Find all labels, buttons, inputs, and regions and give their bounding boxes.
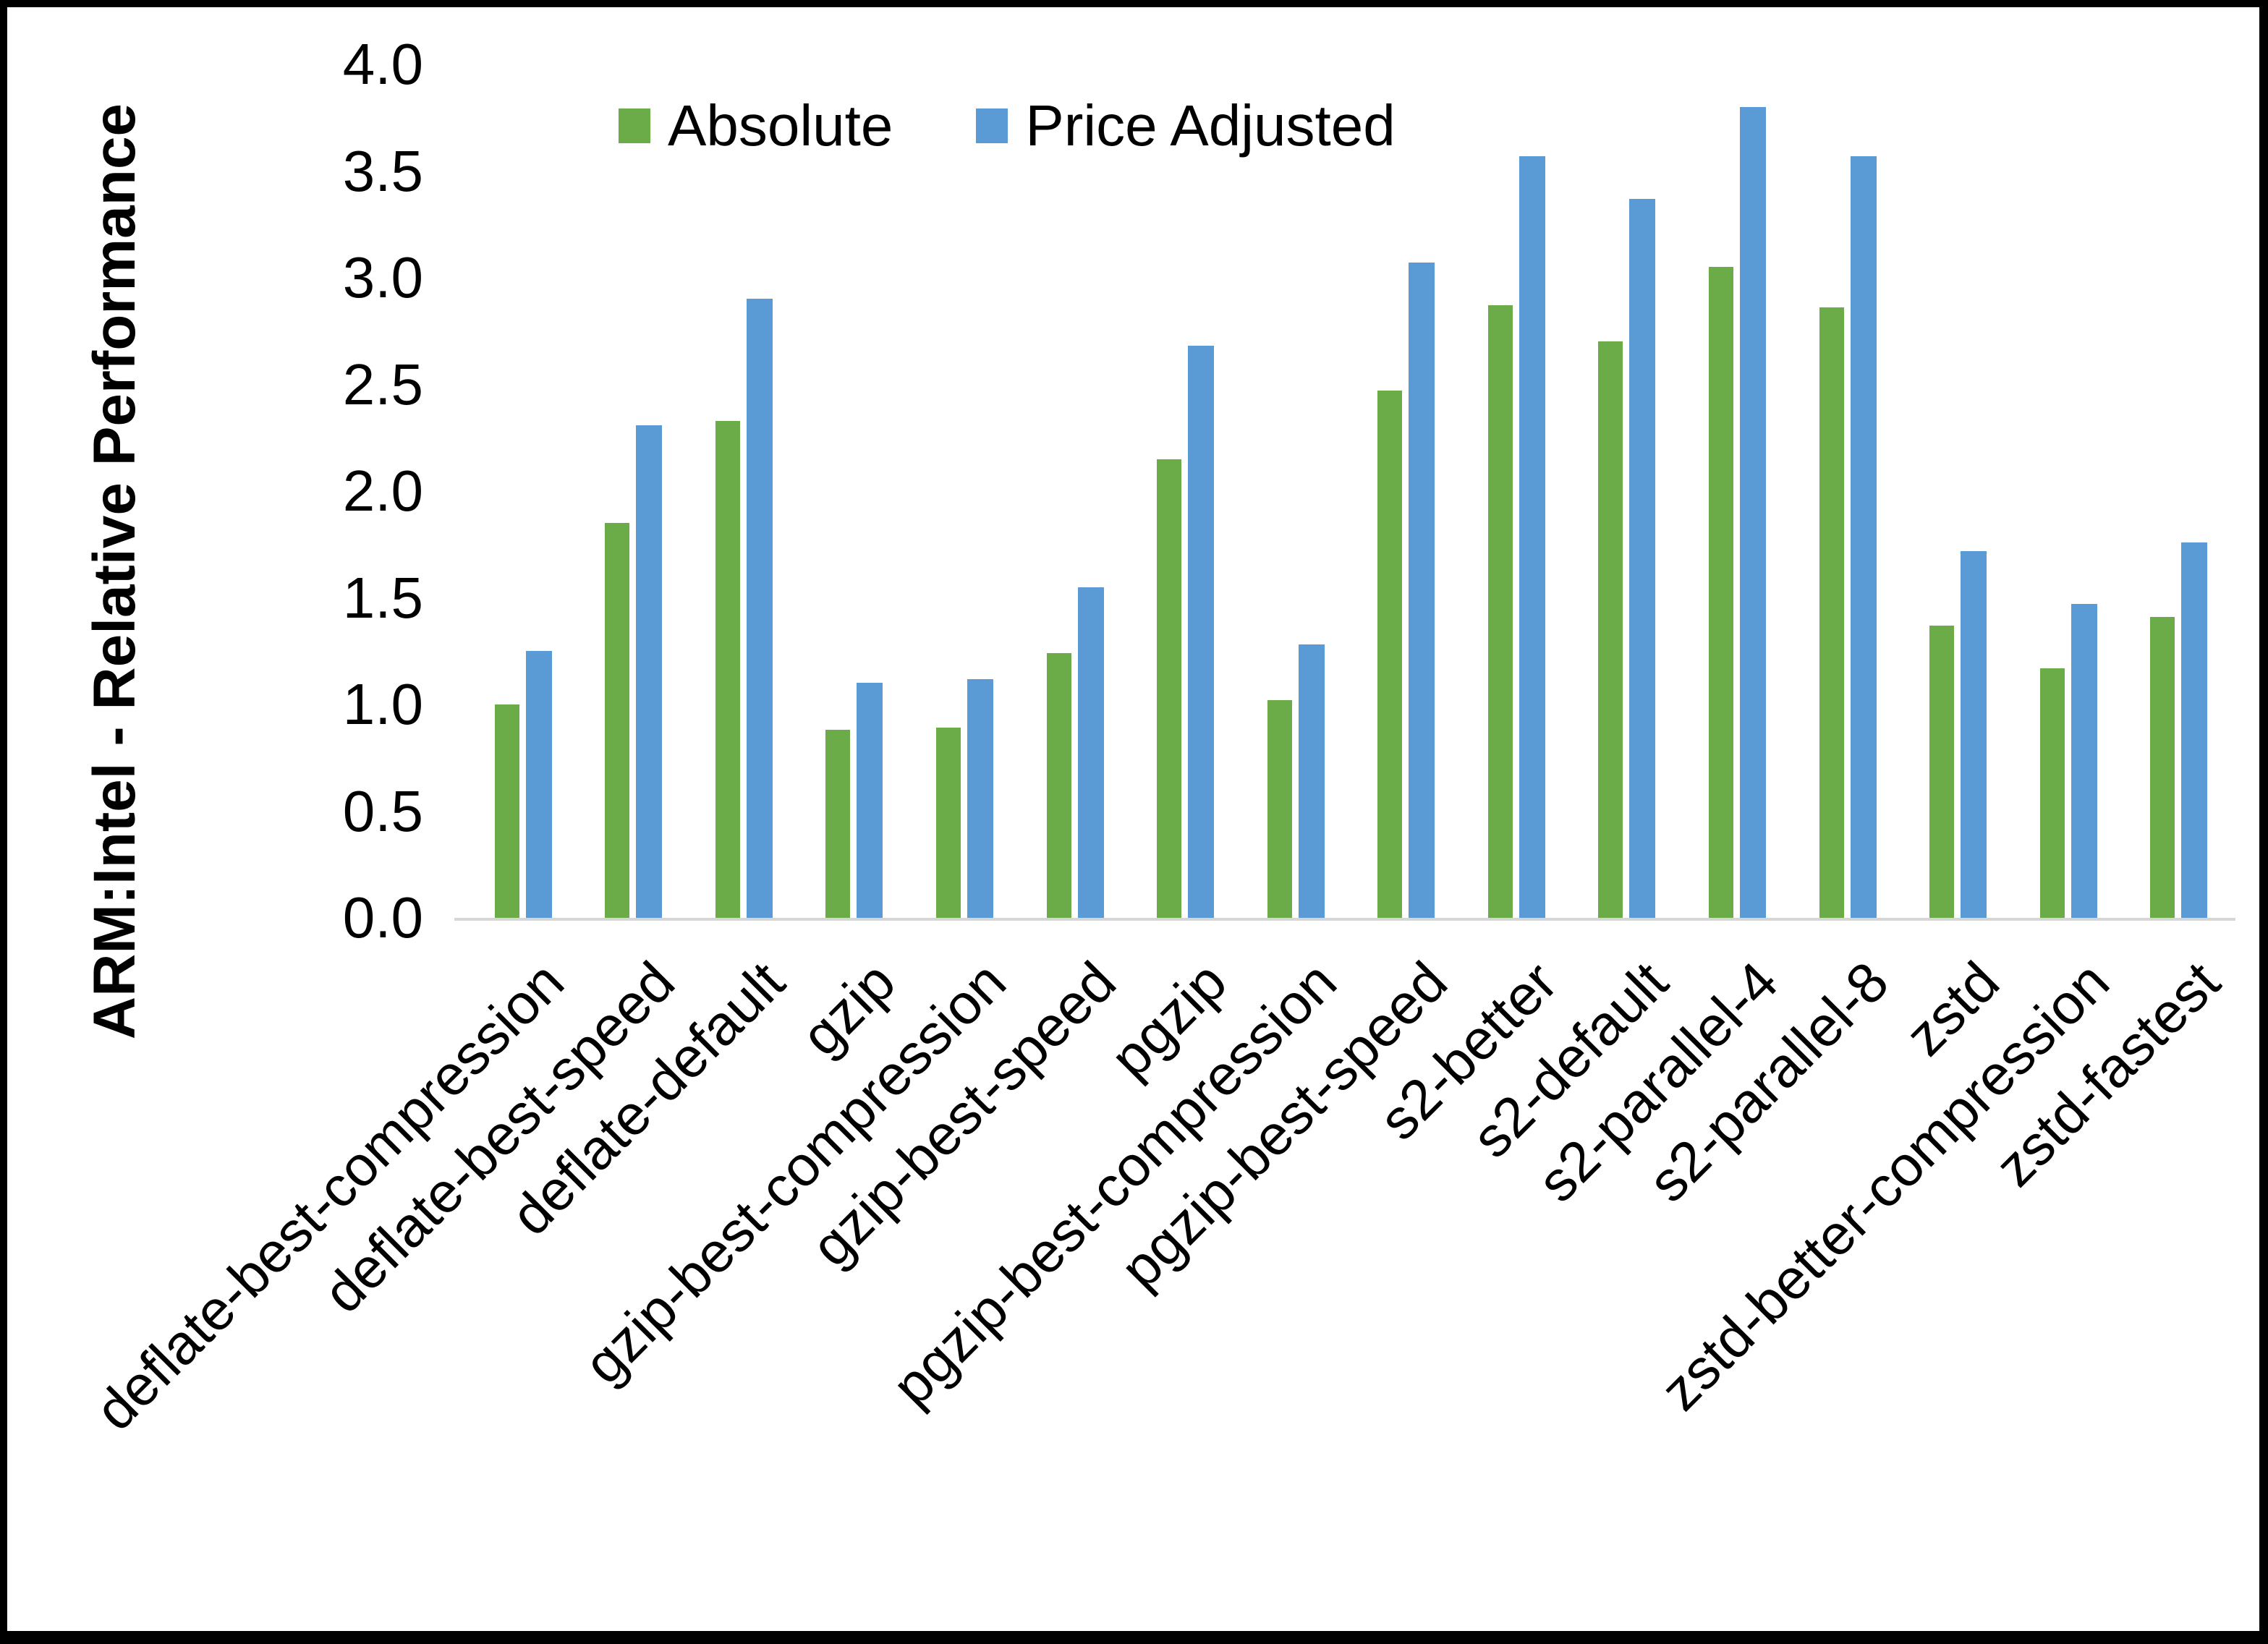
bar-absolute-s2-better (1488, 305, 1513, 918)
bar-price-adjusted-s2-parallel-4 (1740, 107, 1766, 918)
legend-item-absolute: Absolute (619, 93, 893, 159)
bar-price-adjusted-deflate-best-speed (636, 425, 662, 918)
bar-price-adjusted-zstd-fastest (2181, 542, 2207, 918)
bar-price-adjusted-s2-better (1519, 156, 1545, 918)
bar-price-adjusted-pgzip-best-speed (1409, 263, 1435, 918)
bar-absolute-zstd-better-compression (2040, 668, 2065, 918)
legend: Absolute Price Adjusted (619, 93, 1396, 159)
y-tick-label-3.0: 3.0 (342, 245, 423, 310)
bar-absolute-pgzip-best-speed (1377, 391, 1402, 918)
bar-absolute-gzip-best-speed (1047, 653, 1071, 918)
bar-absolute-pgzip-best-compression (1267, 700, 1292, 918)
bar-absolute-deflate-default (715, 421, 740, 918)
y-tick-label-3.5: 3.5 (342, 138, 423, 203)
bar-absolute-s2-default (1598, 341, 1623, 918)
bar-price-adjusted-deflate-default (747, 299, 773, 918)
bar-price-adjusted-pgzip-best-compression (1299, 644, 1325, 918)
y-tick-label-2.5: 2.5 (342, 352, 423, 417)
bar-absolute-s2-parallel-8 (1819, 307, 1844, 918)
bar-price-adjusted-s2-default (1629, 199, 1655, 918)
legend-label: Price Adjusted (1025, 93, 1396, 158)
bar-price-adjusted-gzip-best-speed (1078, 587, 1104, 918)
bar-absolute-zstd (1929, 626, 1954, 918)
bar-price-adjusted-gzip (857, 683, 883, 918)
bar-absolute-gzip (825, 730, 850, 918)
legend-swatch-icon (619, 108, 650, 143)
legend-item-price-adjusted: Price Adjusted (976, 93, 1396, 159)
bar-absolute-gzip-best-compression (936, 728, 961, 918)
bar-price-adjusted-s2-parallel-8 (1851, 156, 1877, 918)
bar-price-adjusted-gzip-best-compression (967, 679, 993, 918)
bar-price-adjusted-deflate-best-compression (526, 651, 552, 918)
plot-area: 0.0 0.5 1.0 1.5 2.0 2.5 3.0 3.5 4.0 deflate-best… (7, 7, 2259, 1631)
bar-absolute-deflate-best-speed (605, 523, 629, 918)
y-tick-label-2.0: 2.0 (342, 459, 423, 523)
y-tick-label-0.0: 0.0 (342, 885, 423, 950)
legend-swatch-icon (976, 108, 1008, 143)
y-tick-label-1.0: 1.0 (342, 672, 423, 736)
x-axis-line (454, 918, 2235, 921)
bar-absolute-zstd-fastest (2150, 617, 2175, 918)
y-tick-label-4.0: 4.0 (342, 32, 423, 96)
bar-absolute-pgzip (1157, 459, 1181, 918)
bar-absolute-deflate-best-compression (495, 704, 519, 918)
bar-price-adjusted-zstd-better-compression (2071, 604, 2097, 918)
legend-label: Absolute (668, 93, 893, 158)
bar-price-adjusted-pgzip (1188, 346, 1214, 918)
bar-absolute-s2-parallel-4 (1709, 267, 1733, 918)
bar-price-adjusted-zstd (1961, 551, 1987, 918)
y-tick-label-1.5: 1.5 (342, 565, 423, 630)
y-tick-label-0.5: 0.5 (342, 778, 423, 843)
